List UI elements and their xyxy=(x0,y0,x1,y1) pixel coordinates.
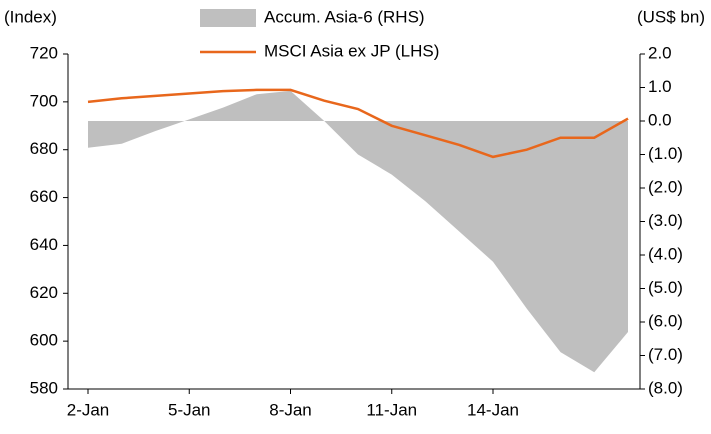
y-tick-label: 580 xyxy=(30,378,58,397)
y2-tick-label: (5.0) xyxy=(648,278,683,297)
y-tick-label: 640 xyxy=(30,235,58,254)
y-tick-label: 620 xyxy=(30,283,58,302)
x-tick-label: 11-Jan xyxy=(366,400,417,419)
y2-tick-label: (8.0) xyxy=(648,378,683,397)
y-tick-label: 600 xyxy=(30,331,58,350)
y2-tick-label: (2.0) xyxy=(648,177,683,196)
legend-label: Accum. Asia-6 (RHS) xyxy=(264,7,425,26)
x-tick-label: 2-Jan xyxy=(67,400,110,419)
y-tick-label: 660 xyxy=(30,187,58,206)
y2-tick-label: 2.0 xyxy=(648,43,672,62)
y2-tick-label: (6.0) xyxy=(648,311,683,330)
y2-tick-label: (4.0) xyxy=(648,244,683,263)
x-tick-label: 8-Jan xyxy=(269,400,312,419)
y2-tick-label: 0.0 xyxy=(648,110,672,129)
y-tick-label: 700 xyxy=(30,91,58,110)
y2-tick-label: (1.0) xyxy=(648,144,683,163)
y-tick-label: 680 xyxy=(30,139,58,158)
x-tick-label: 14-Jan xyxy=(467,400,519,419)
legend-swatch xyxy=(200,9,256,27)
legend-label: MSCI Asia ex JP (LHS) xyxy=(264,41,439,60)
y-tick-label: 720 xyxy=(30,43,58,62)
y2-axis-label: (US$ bn) xyxy=(637,7,705,26)
x-tick-label: 5-Jan xyxy=(168,400,211,419)
y2-tick-label: 1.0 xyxy=(648,77,672,96)
area xyxy=(88,90,628,373)
y2-tick-label: (3.0) xyxy=(648,211,683,230)
y-axis-label: (Index) xyxy=(4,7,57,26)
y2-tick-label: (7.0) xyxy=(648,345,683,364)
line xyxy=(87,88,629,159)
